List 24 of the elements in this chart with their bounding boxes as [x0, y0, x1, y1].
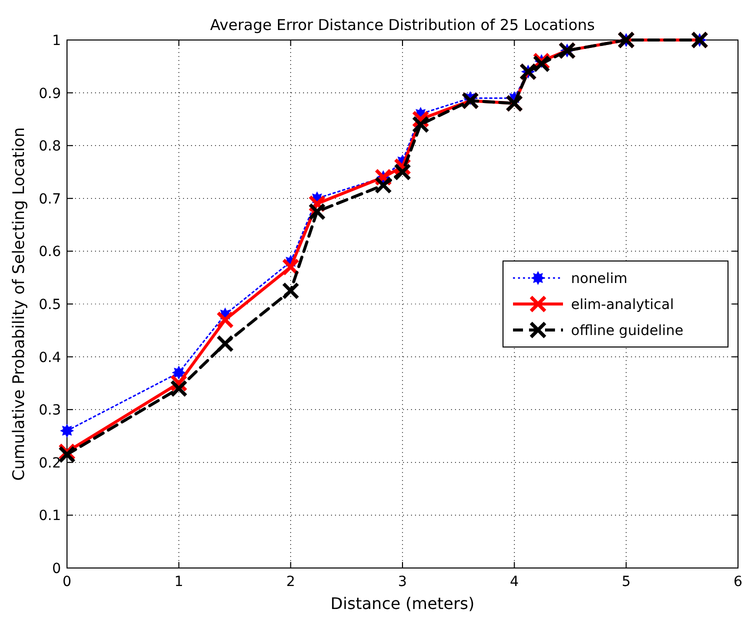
x-tick-label: 4	[510, 574, 519, 590]
x-tick-label: 6	[734, 574, 743, 590]
y-tick-label: 0	[52, 561, 61, 577]
y-tick-label: 1	[52, 33, 61, 49]
y-tick-label: 0.1	[38, 508, 61, 524]
x-tick-label: 5	[622, 574, 631, 590]
y-axis-title: Cumulative Probability of Selecting Location	[9, 127, 28, 481]
y-tick-label: 0.5	[38, 297, 61, 313]
legend-label: elim-analytical	[571, 297, 674, 313]
legend-label: nonelim	[571, 271, 628, 287]
y-tick-label: 0.7	[38, 191, 61, 208]
y-tick-label: 0.4	[38, 350, 62, 366]
y-tick-label: 0.2	[38, 455, 61, 472]
x-tick-label: 0	[62, 574, 72, 590]
legend-label: offline guideline	[571, 323, 684, 339]
chart-title: Average Error Distance Distribution of 25 Locations	[210, 16, 596, 34]
y-tick-label: 0.9	[38, 86, 61, 102]
x-axis-title: Distance (meters)	[330, 594, 474, 613]
x-tick-label: 1	[174, 574, 184, 590]
x-tick-label: 2	[286, 574, 296, 590]
y-tick-label: 0.8	[38, 138, 61, 155]
x-tick-label: 3	[398, 574, 407, 590]
y-tick-label: 0.6	[38, 244, 62, 260]
y-tick-label: 0.3	[38, 402, 61, 419]
